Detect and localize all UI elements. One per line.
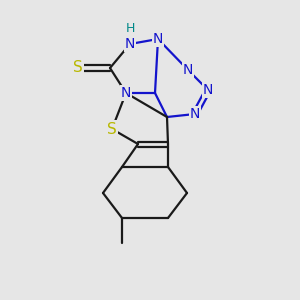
Text: N: N <box>183 63 193 77</box>
Text: N: N <box>125 37 135 51</box>
Text: N: N <box>203 83 213 97</box>
Text: N: N <box>121 86 131 100</box>
Text: S: S <box>73 61 83 76</box>
Text: N: N <box>153 32 163 46</box>
Text: N: N <box>190 107 200 121</box>
Text: S: S <box>107 122 117 136</box>
Text: H: H <box>125 22 135 34</box>
